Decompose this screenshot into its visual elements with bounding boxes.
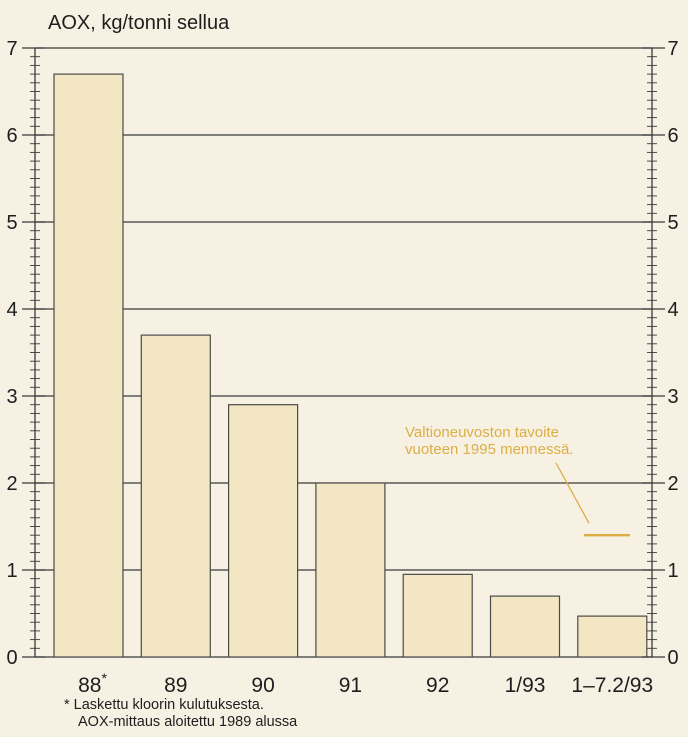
bar-91 xyxy=(315,482,386,658)
left-y-tick-label: 7 xyxy=(6,38,17,60)
x-label-text: 92 xyxy=(426,674,449,697)
x-label-1-93: 1/93 xyxy=(505,674,546,697)
x-label-90: 90 xyxy=(251,674,274,697)
bar-1-7-2-93 xyxy=(577,615,648,658)
x-category-labels: 88* 89 90 91 92 1/93 1–7.2/93 xyxy=(78,670,653,697)
bar-88 xyxy=(53,73,124,658)
footnote-line-1: * Laskettu kloorin kulutuksesta. xyxy=(64,697,264,713)
left-y-tick-label: 2 xyxy=(6,473,17,495)
right-y-tick-label: 2 xyxy=(667,473,678,495)
left-y-tick-label: 0 xyxy=(6,647,17,669)
target-annotation: Valtioneuvoston tavoite vuoteen 1995 men… xyxy=(405,424,630,537)
x-label-89: 89 xyxy=(164,674,187,697)
x-label-text: 89 xyxy=(164,674,187,697)
footnote: * Laskettu kloorin kulutuksesta. AOX-mit… xyxy=(64,697,298,730)
annotation-leader-line xyxy=(555,462,590,524)
right-y-tick-label: 7 xyxy=(667,38,678,60)
left-y-tick-label: 4 xyxy=(6,299,17,321)
x-label-text: 1/93 xyxy=(505,674,546,697)
bars xyxy=(53,73,648,658)
left-y-tick-label: 6 xyxy=(6,125,17,147)
x-label-92: 92 xyxy=(426,674,449,697)
right-y-tick-label: 3 xyxy=(667,386,678,408)
x-label-88: 88* xyxy=(78,670,107,697)
y-axis-title: AOX, kg/tonni sellua xyxy=(48,12,230,34)
footnote-marker: * xyxy=(101,670,107,686)
x-label-text: 1–7.2/93 xyxy=(571,674,653,697)
left-y-tick-label: 1 xyxy=(6,560,17,582)
left-y-tick-label: 3 xyxy=(6,386,17,408)
right-y-tick-label: 6 xyxy=(667,125,678,147)
annotation-line-1: Valtioneuvoston tavoite xyxy=(405,424,559,441)
x-label-text: 90 xyxy=(251,674,274,697)
axes xyxy=(22,47,665,658)
right-y-tick-label: 1 xyxy=(667,560,678,582)
bar-90 xyxy=(228,404,299,658)
footnote-line-2: AOX-mittaus aloitettu 1989 alussa xyxy=(78,714,298,730)
annotation-line-2: vuoteen 1995 mennessä. xyxy=(405,441,573,458)
bar-1-93 xyxy=(489,595,561,658)
x-label-1-7-2-93: 1–7.2/93 xyxy=(571,674,653,697)
x-label-91: 91 xyxy=(339,674,362,697)
x-label-text: 91 xyxy=(339,674,362,697)
bar-89 xyxy=(140,334,211,658)
y-tick-labels: 0 0 1 1 2 2 3 3 4 4 5 5 6 6 7 7 xyxy=(6,38,678,669)
right-y-tick-label: 4 xyxy=(667,299,678,321)
left-y-tick-label: 5 xyxy=(6,212,17,234)
bar-92 xyxy=(402,573,473,658)
right-y-tick-label: 0 xyxy=(667,647,678,669)
right-y-tick-label: 5 xyxy=(667,212,678,234)
x-label-text: 88 xyxy=(78,674,101,697)
